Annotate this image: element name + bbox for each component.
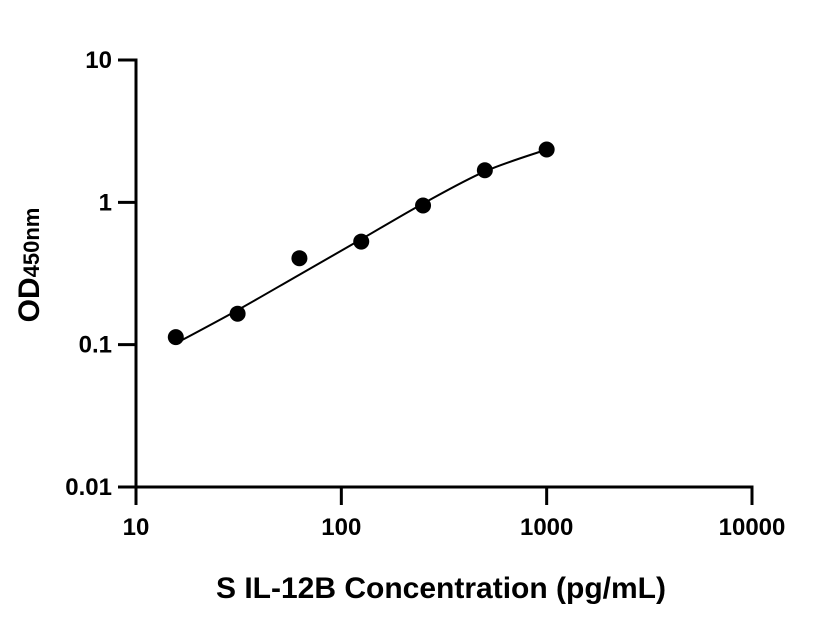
y-tick-label: 0.01: [65, 474, 112, 501]
x-axis-title: S IL-12B Concentration (pg/mL): [216, 572, 666, 605]
y-tick-label: 1: [99, 189, 112, 216]
y-ticks: 0.01 0.1 1 10: [65, 47, 136, 501]
y-tick-label: 10: [85, 47, 112, 74]
x-tick-label: 100: [321, 514, 361, 541]
x-tick-label: 10000: [719, 514, 786, 541]
data-points: [167, 141, 555, 346]
x-tick-label: 10: [123, 514, 150, 541]
data-point: [415, 197, 432, 214]
data-point: [291, 250, 308, 267]
x-tick-label: 1000: [520, 514, 573, 541]
y-axis-title: OD450nm: [13, 208, 46, 323]
x-ticks: 10 100 1000 10000: [123, 487, 786, 541]
data-point: [167, 329, 184, 346]
data-point: [229, 305, 246, 322]
axes: [134, 58, 754, 489]
data-point: [353, 233, 370, 250]
y-axis-title-subscript: 450nm: [19, 208, 44, 278]
y-tick-label: 0.1: [79, 332, 112, 359]
data-point: [476, 162, 493, 179]
data-point: [538, 141, 555, 158]
y-axis-title-main: OD: [13, 277, 46, 322]
